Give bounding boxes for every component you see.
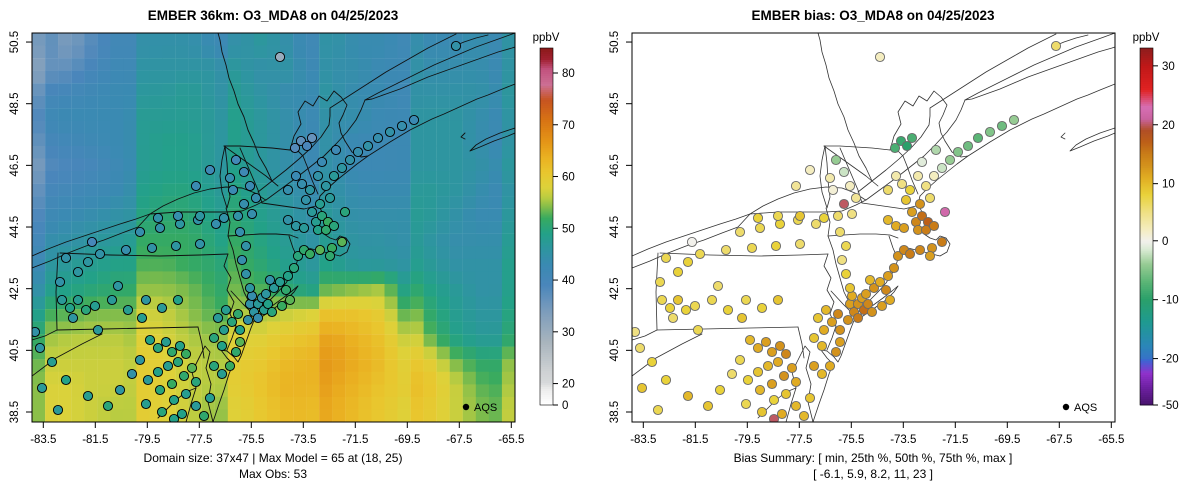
svg-text:-83.5: -83.5 <box>630 434 656 446</box>
svg-text:0: 0 <box>562 400 568 412</box>
model-map-panel: EMBER 36km: O3_MDA8 on 04/25/2023 -83.5-… <box>9 8 575 481</box>
right-axes-layer: -83.5 -81.5 -79.5 -77.5 -75.5 -73.5 -71.5 -69.5… <box>609 31 1124 446</box>
svg-text:48.5: 48.5 <box>9 93 21 115</box>
svg-text:-75.5: -75.5 <box>838 434 864 446</box>
svg-text:-67.5: -67.5 <box>446 434 472 446</box>
left-station-dots-layer <box>32 40 462 422</box>
svg-text:-77.5: -77.5 <box>786 434 812 446</box>
svg-text:46.5: 46.5 <box>9 154 21 176</box>
svg-text:40: 40 <box>562 275 575 287</box>
ozone-raster-layer <box>32 33 515 422</box>
svg-text:-69.5: -69.5 <box>994 434 1020 446</box>
svg-text:-10: -10 <box>1162 295 1179 307</box>
left-axes-layer: -83.5 -81.5 -79.5 -77.5 -75.5 -73.5 -71.5 -69.5… <box>9 31 524 446</box>
left-colorbar-unit-label: ppbV <box>533 32 560 44</box>
right-caption-line1: Bias Summary: [ min, 25th %, 50th %, 75t… <box>734 451 1013 465</box>
svg-text:42.5: 42.5 <box>9 277 21 299</box>
svg-text:-73.5: -73.5 <box>290 434 316 446</box>
svg-text:-50: -50 <box>1162 400 1179 412</box>
aqs-legend-dot <box>462 403 470 411</box>
bias-map-svg: EMBER bias: O3_MDA8 on 04/25/2023 -83.5-… <box>609 8 1179 481</box>
svg-text:-77.5: -77.5 <box>186 434 212 446</box>
svg-text:-65.5: -65.5 <box>498 434 524 446</box>
svg-text:-81.5: -81.5 <box>682 434 708 446</box>
svg-text:46.5: 46.5 <box>609 154 621 176</box>
svg-text:20: 20 <box>1162 120 1175 132</box>
svg-text:-71.5: -71.5 <box>942 434 968 446</box>
left-colorbar: 80 70 60 50 40 30 20 0 <box>539 47 575 412</box>
svg-text:-75.5: -75.5 <box>238 434 264 446</box>
aqs-legend-label: AQS <box>474 402 497 414</box>
svg-text:30: 30 <box>562 327 575 339</box>
svg-text:-71.5: -71.5 <box>342 434 368 446</box>
model-map-svg: EMBER 36km: O3_MDA8 on 04/25/2023 -83.5-… <box>9 8 575 481</box>
svg-text:40.5: 40.5 <box>9 339 21 361</box>
svg-text:44.5: 44.5 <box>609 216 621 238</box>
svg-text:0: 0 <box>1162 236 1168 248</box>
svg-text:10: 10 <box>1162 179 1175 191</box>
right-colorbar-unit-label: ppbV <box>1133 32 1160 44</box>
svg-text:-81.5: -81.5 <box>82 434 108 446</box>
left-panel-title: EMBER 36km: O3_MDA8 on 04/25/2023 <box>148 8 399 23</box>
svg-text:50: 50 <box>562 223 575 235</box>
svg-text:38.5: 38.5 <box>609 401 621 423</box>
right-caption-line2: [ -6.1, 5.9, 8.2, 11, 23 ] <box>813 467 933 481</box>
right-plot-box <box>631 32 1116 423</box>
svg-text:60: 60 <box>562 172 575 184</box>
right-panel-title: EMBER bias: O3_MDA8 on 04/25/2023 <box>751 8 995 23</box>
left-caption-line2: Max Obs: 53 <box>239 467 307 481</box>
aqs-legend-dot <box>1062 403 1070 411</box>
svg-text:-73.5: -73.5 <box>890 434 916 446</box>
right-colorbar: 30 20 10 0 -10 -20 -50 <box>1139 47 1179 412</box>
bias-map-panel: EMBER bias: O3_MDA8 on 04/25/2023 -83.5-… <box>600 0 1200 502</box>
svg-text:44.5: 44.5 <box>9 216 21 238</box>
svg-text:50.5: 50.5 <box>609 31 621 53</box>
svg-text:-83.5: -83.5 <box>30 434 56 446</box>
aqs-legend-label: AQS <box>1074 402 1097 414</box>
right-station-dots-layer <box>632 40 1062 422</box>
svg-text:-79.5: -79.5 <box>734 434 760 446</box>
svg-text:38.5: 38.5 <box>9 401 21 423</box>
svg-text:48.5: 48.5 <box>609 93 621 115</box>
svg-text:-67.5: -67.5 <box>1046 434 1072 446</box>
svg-text:42.5: 42.5 <box>609 277 621 299</box>
svg-text:-69.5: -69.5 <box>394 434 420 446</box>
svg-text:20: 20 <box>562 379 575 391</box>
svg-text:50.5: 50.5 <box>9 31 21 53</box>
svg-text:-20: -20 <box>1162 354 1179 366</box>
svg-text:-65.5: -65.5 <box>1098 434 1124 446</box>
svg-text:40.5: 40.5 <box>609 339 621 361</box>
svg-text:30: 30 <box>1162 61 1175 73</box>
svg-text:70: 70 <box>562 120 575 132</box>
left-caption-line1: Domain size: 37x47 | Max Model = 65 at (… <box>144 451 403 465</box>
right-map-outline-layer <box>632 33 1115 422</box>
svg-text:-79.5: -79.5 <box>134 434 160 446</box>
svg-text:80: 80 <box>562 68 575 80</box>
